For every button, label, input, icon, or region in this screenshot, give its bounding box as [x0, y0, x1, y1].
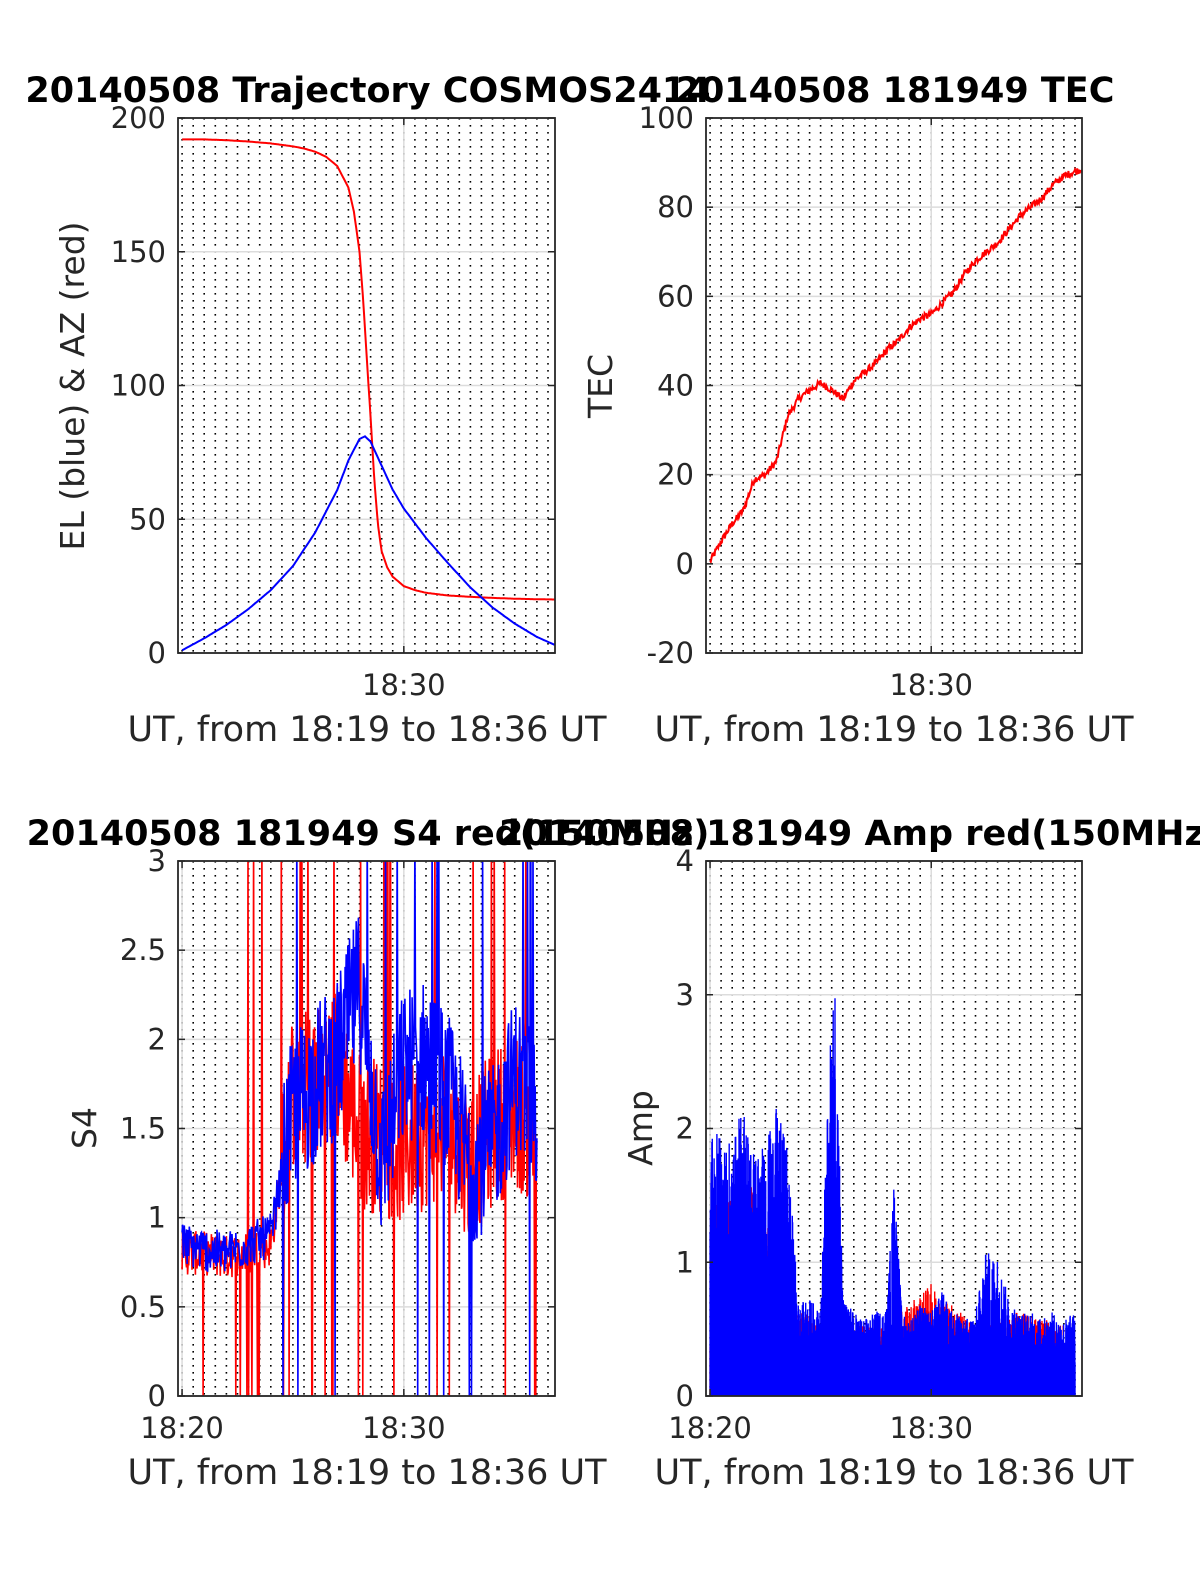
y-tick-label: 0 — [148, 1379, 166, 1413]
series-line-red — [182, 138, 555, 601]
x-axis-label-amp: UT, from 18:19 to 18:36 UT — [654, 1453, 1134, 1493]
y-tick-label: 20 — [657, 458, 694, 492]
chart-title-amp: 20140508 181949 Amp red(150MHz) — [499, 814, 1200, 854]
series-group-s4 — [181, 861, 538, 1396]
series-line-blue — [181, 435, 555, 652]
y-tick-label: 1.5 — [120, 1112, 166, 1146]
x-axis-label-tec: UT, from 18:19 to 18:36 UT — [654, 710, 1134, 750]
x-axis-label-s4: UT, from 18:19 to 18:36 UT — [127, 1453, 607, 1493]
y-tick-label: 1 — [148, 1201, 166, 1235]
y-tick-label: 40 — [657, 369, 694, 403]
chart-title-traj: 20140508 Trajectory COSMOS2414 — [25, 71, 710, 111]
x-tick-label: 18:30 — [362, 1411, 446, 1445]
series-group-amp — [709, 998, 1076, 1396]
plot-tec: -20 0 20 40 60 80 100 18:30 — [639, 101, 1083, 702]
series-line-red — [709, 166, 1082, 565]
plot-traj: 0 50 100 150 200 18:30 — [111, 101, 556, 702]
series-group-tec — [709, 166, 1082, 565]
y-tick-label: 80 — [657, 190, 694, 224]
y-tick-label: 2 — [148, 1022, 166, 1056]
y-axis-label-s4: S4 — [65, 1107, 104, 1149]
y-tick-label: 2 — [676, 1112, 694, 1146]
chart-title-tec: 20140508 181949 TEC — [676, 71, 1115, 111]
y-tick-label: 50 — [129, 502, 166, 536]
x-tick-label: 18:30 — [889, 1411, 973, 1445]
y-tick-label: 150 — [111, 235, 166, 269]
x-tick-label: 18:20 — [668, 1411, 752, 1445]
y-tick-label: 3 — [676, 978, 694, 1012]
y-axis-label-traj: EL (blue) & AZ (red) — [53, 221, 92, 550]
y-tick-label: 0 — [676, 1379, 694, 1413]
series-group-traj — [181, 138, 555, 652]
y-tick-label: 0 — [148, 636, 166, 670]
y-tick-label: 3 — [148, 844, 166, 878]
x-tick-label: 18:30 — [362, 668, 446, 702]
y-tick-label: 200 — [111, 101, 166, 135]
y-axis-label-amp: Amp — [621, 1090, 660, 1166]
y-tick-label: 4 — [676, 844, 694, 878]
y-tick-label: 2.5 — [120, 933, 166, 967]
x-tick-label: 18:30 — [889, 668, 973, 702]
chart-title-s4: 20140508 181949 S4 red(150MHz) — [27, 814, 710, 854]
y-tick-label: 100 — [639, 101, 694, 135]
y-tick-label: 60 — [657, 279, 694, 313]
y-tick-label: 0 — [676, 547, 694, 581]
y-axis-label-tec: TEC — [581, 354, 620, 419]
series-line-blue — [709, 998, 1076, 1396]
y-tick-label: 1 — [676, 1245, 694, 1279]
plot-s4: 0 0.5 1 1.5 2 2.5 3 18:20 18:30 — [120, 844, 556, 1445]
x-tick-label: 18:20 — [140, 1411, 224, 1445]
series-line-blue — [181, 861, 538, 1396]
y-tick-label: 100 — [111, 369, 166, 403]
y-tick-label: -20 — [647, 636, 694, 670]
x-axis-label-traj: UT, from 18:19 to 18:36 UT — [127, 710, 607, 750]
plot-amp: 0 1 2 3 4 18:20 18:30 — [668, 844, 1083, 1445]
y-tick-label: 0.5 — [120, 1290, 166, 1324]
